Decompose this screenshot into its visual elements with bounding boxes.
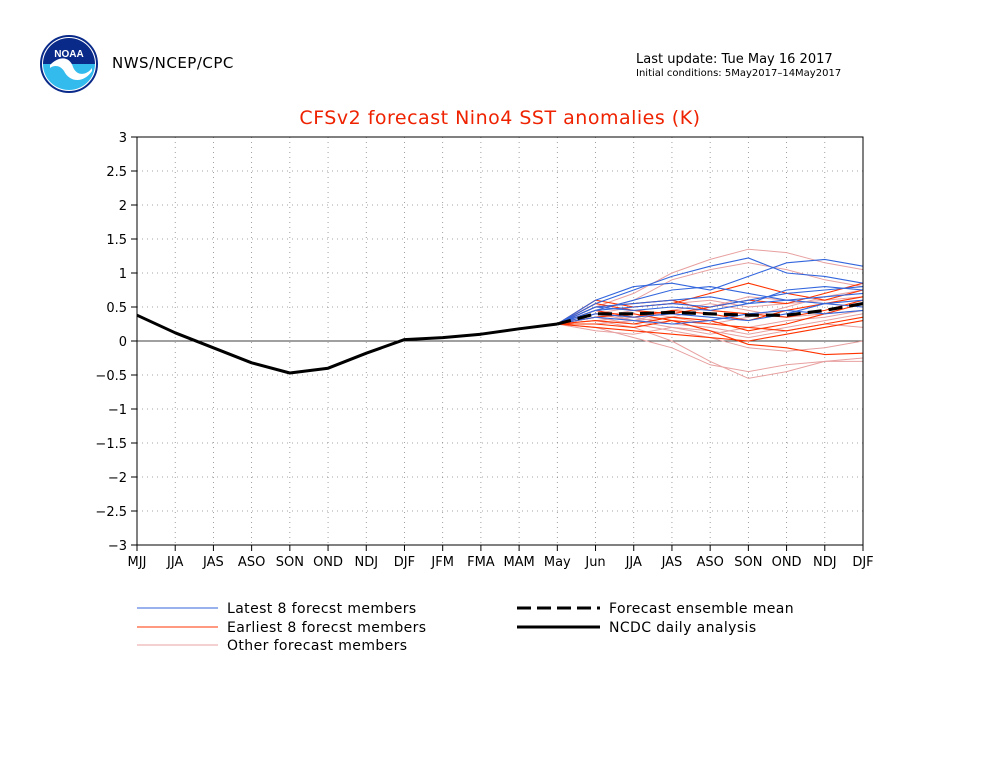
x-tick-label: JAS xyxy=(661,555,683,570)
initial-conditions: Initial conditions: 5May2017–14May2017 xyxy=(636,68,842,79)
latest-member-line xyxy=(557,286,864,325)
earliest-member-line xyxy=(557,313,864,332)
y-tick-label: −1.5 xyxy=(95,437,127,452)
legend-label-earliest: Earliest 8 forecst members xyxy=(227,620,427,636)
x-tick-label: MAM xyxy=(503,555,534,570)
x-tick-label: SON xyxy=(276,555,304,570)
x-tick-label: NDJ xyxy=(813,555,837,570)
last-update: Last update: Tue May 16 2017 xyxy=(636,52,833,67)
x-tick-label: SON xyxy=(734,555,762,570)
x-tick-label: FMA xyxy=(467,555,495,570)
x-tick-label: NDJ xyxy=(354,555,378,570)
legend-label-mean: Forecast ensemble mean xyxy=(609,601,794,617)
legend: Latest 8 forecst members Earliest 8 forec… xyxy=(137,601,794,654)
y-tick-label: 2 xyxy=(119,199,127,214)
legend-label-analysis: NCDC daily analysis xyxy=(609,620,757,636)
gridlines xyxy=(137,137,863,545)
main-series xyxy=(136,302,864,375)
x-tick-label: ASO xyxy=(238,555,265,570)
y-tick-label: 0.5 xyxy=(106,301,127,316)
noaa-logo: NOAA xyxy=(40,35,98,93)
x-tick-label: JFM xyxy=(430,555,454,570)
analysis-line xyxy=(136,313,558,375)
y-tick-label: −3 xyxy=(108,539,127,554)
latest-member-line xyxy=(557,292,864,325)
y-tick-label: 1 xyxy=(119,267,127,282)
y-tick-label: 3 xyxy=(119,131,127,146)
other-member-line xyxy=(557,313,864,335)
earliest-member-line xyxy=(557,320,864,356)
latest-members xyxy=(557,257,864,325)
x-tick-label: JJA xyxy=(625,555,642,570)
y-tick-label: 1.5 xyxy=(106,233,127,248)
y-tick-label: −2 xyxy=(108,471,127,486)
chart-title: CFSv2 forecast Nino4 SST anomalies (K) xyxy=(299,107,700,129)
logo-text: NOAA xyxy=(54,49,83,60)
x-tick-label: OND xyxy=(772,555,802,570)
x-tick-label: Jun xyxy=(584,555,605,570)
y-tick-label: 2.5 xyxy=(106,165,127,180)
legend-label-other: Other forecast members xyxy=(227,638,408,654)
latest-member-line xyxy=(557,258,864,325)
y-tick-label: −0.5 xyxy=(95,369,127,384)
x-tick-label: DJF xyxy=(394,555,415,570)
agency-label: NWS/NCEP/CPC xyxy=(112,54,234,72)
x-tick-label: DJF xyxy=(852,555,873,570)
x-tick-label: MJJ xyxy=(128,555,147,570)
x-tick-label: JJA xyxy=(166,555,183,570)
x-tick-label: OND xyxy=(313,555,343,570)
other-member-line xyxy=(557,323,863,373)
y-tick-label: −2.5 xyxy=(95,505,127,520)
earliest-member-line xyxy=(557,320,864,342)
latest-member-line xyxy=(557,286,864,325)
y-tick-label: −1 xyxy=(108,403,127,418)
ensemble-mean-line xyxy=(556,302,864,326)
x-tick-label: JAS xyxy=(202,555,224,570)
other-member-line xyxy=(557,303,864,325)
other-member-line xyxy=(557,296,864,325)
legend-label-latest: Latest 8 forecst members xyxy=(227,601,417,617)
latest-member-line xyxy=(557,286,864,325)
x-tick-label: May xyxy=(544,555,571,570)
y-tick-label: 0 xyxy=(119,335,127,350)
latest-member-line xyxy=(557,257,864,325)
x-tick-label: ASO xyxy=(696,555,723,570)
